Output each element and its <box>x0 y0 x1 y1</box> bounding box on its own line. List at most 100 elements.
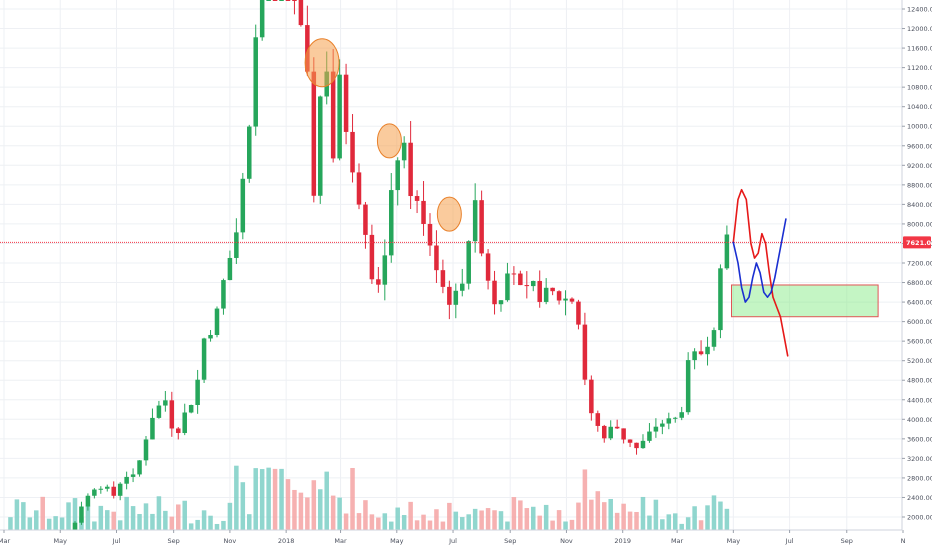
y-tick-label: 9200.00 <box>907 162 932 170</box>
volume-bar <box>27 517 33 530</box>
candle-body <box>363 204 368 235</box>
candle-body <box>472 200 478 242</box>
volume-bar <box>124 496 129 530</box>
volume-bar <box>337 497 342 530</box>
x-axis-background <box>0 530 932 550</box>
volume-bar <box>59 517 65 530</box>
candle-body <box>543 287 549 302</box>
volume-bar <box>440 521 446 530</box>
candle-body <box>421 200 426 224</box>
volume-bar <box>298 492 304 530</box>
blue-path-projection <box>732 218 787 303</box>
candle-body <box>705 346 710 355</box>
volume-bar <box>589 499 594 530</box>
peak-ellipse-marker <box>376 123 402 159</box>
candle-body <box>227 257 233 281</box>
candle-body <box>479 200 484 254</box>
candle-body <box>601 425 607 439</box>
candle-body <box>447 286 452 305</box>
volume-bar <box>330 495 336 530</box>
candle-body <box>343 74 349 132</box>
candle-body <box>285 0 291 1</box>
x-tick-label: Jul <box>448 537 457 545</box>
y-tick-label: 7200.00 <box>907 260 932 268</box>
candle-body <box>337 74 342 159</box>
volume-bar <box>53 516 58 530</box>
volume-bar <box>698 520 704 530</box>
volume-bar <box>711 495 717 530</box>
y-tick-label: 8000.00 <box>907 220 932 228</box>
candle-body <box>634 442 639 449</box>
x-axis: Mar May Jul Sep Nov 2018 Mar May Jul Sep Nov 2019 Ma… <box>0 529 932 550</box>
candle-body <box>576 301 581 325</box>
candle-body <box>434 245 439 271</box>
candle-body <box>318 96 323 196</box>
volume-bar <box>724 508 730 530</box>
y-tick-label: 4800.00 <box>907 377 932 385</box>
y-tick-label: 6800.00 <box>907 279 932 287</box>
x-tick-label: Nov <box>224 537 237 545</box>
volume-bar <box>318 489 323 530</box>
candle-body <box>150 417 155 440</box>
candle-body <box>221 280 226 309</box>
volume-bar <box>85 505 91 530</box>
y-tick-label: 4400.00 <box>907 396 932 404</box>
peak-ellipse-marker <box>304 38 340 88</box>
y-tick-label: 11200.00 <box>907 64 932 72</box>
x-tick-label: Nov <box>560 537 573 545</box>
volume-bar <box>401 515 407 530</box>
volume-bar <box>576 502 581 530</box>
candle-body <box>298 0 304 26</box>
volume-bar <box>485 508 491 530</box>
candle-body <box>679 412 684 418</box>
y-tick-label: 9600.00 <box>907 142 932 150</box>
candle-body <box>530 280 536 287</box>
volume-bar <box>46 518 52 530</box>
candle-body <box>305 25 310 72</box>
candle-body <box>259 0 265 38</box>
y-tick-label: 12400.00 <box>907 6 932 14</box>
volume-bar <box>130 506 136 530</box>
candle-body <box>685 360 691 413</box>
candle-body <box>208 334 213 339</box>
volume-bar <box>40 496 45 530</box>
volume-bar <box>608 498 613 530</box>
volume-bar <box>524 508 530 530</box>
y-tick-label: 6000.00 <box>907 318 932 326</box>
volume-bar <box>718 501 723 530</box>
x-tick-label: Jul <box>112 537 121 545</box>
volume-bar <box>705 505 710 530</box>
candle-body <box>401 142 407 161</box>
candle-body <box>505 273 510 301</box>
volume-bar <box>498 511 504 530</box>
y-tick-label: 6400.00 <box>907 299 932 307</box>
volume-bar <box>324 471 329 530</box>
y-tick-label: 11600.00 <box>907 45 932 53</box>
volume-bar <box>111 511 116 530</box>
volume-bar <box>169 516 175 530</box>
volume-bar <box>601 502 607 530</box>
volume-bar <box>156 496 162 530</box>
volume-bar <box>8 517 13 530</box>
candle-body <box>156 405 162 418</box>
candle-body <box>518 273 523 286</box>
x-tick-label: N <box>901 537 906 545</box>
candle-body <box>111 486 116 496</box>
volume-bar <box>460 517 465 530</box>
support-zone <box>730 284 879 318</box>
volume-bar <box>221 520 226 530</box>
candle-body <box>627 439 633 443</box>
candle-body <box>182 412 187 434</box>
y-tick-label: 10800.00 <box>907 84 932 92</box>
x-tick-label: Jul <box>785 537 794 545</box>
candle-body <box>608 426 613 439</box>
candle-body <box>672 417 678 419</box>
volume-bar <box>653 499 659 530</box>
volume-bar <box>272 468 278 530</box>
x-tick-label: Sep <box>504 537 516 545</box>
volume-bar <box>34 510 39 530</box>
candle-body <box>698 351 704 355</box>
candle-body <box>85 495 91 507</box>
